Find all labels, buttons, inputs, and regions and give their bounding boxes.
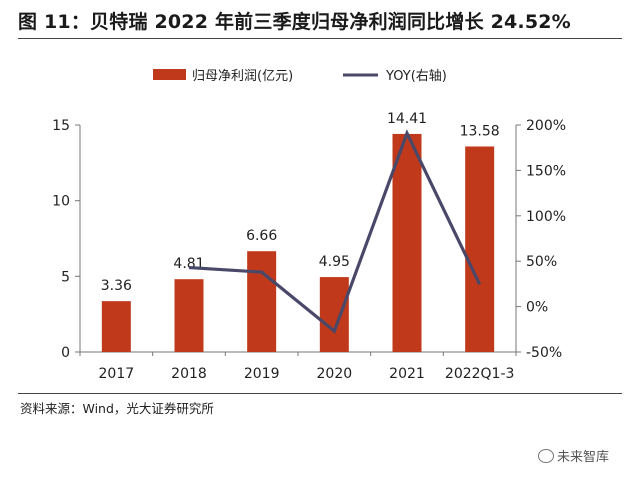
bar (392, 133, 422, 352)
legend-bar-label: 归母净利润(亿元) (192, 69, 293, 84)
bar (319, 277, 349, 352)
legend-bar-swatch (153, 69, 186, 80)
x-tick-label: 2020 (317, 366, 353, 382)
y-right-tick-labels: -50% 0% 50% 100% 150% 200% (526, 118, 566, 361)
y-right-tick-label: 50% (526, 254, 557, 270)
watermark: 未来智库 (538, 446, 609, 465)
x-tick-label: 2021 (389, 366, 425, 382)
bar-value-label: 3.36 (101, 278, 132, 294)
y-left-tick-label: 0 (61, 345, 70, 361)
source-note: 资料来源：Wind，光大证券研究所 (20, 401, 214, 416)
y-left-tick-label: 15 (52, 118, 70, 134)
title-divider (18, 38, 622, 39)
yoy-line-series (188, 129, 482, 334)
wechat-icon (538, 448, 554, 463)
y-left-tick-label: 10 (52, 194, 70, 210)
bar (174, 279, 204, 352)
y-right-tick-label: -50% (526, 345, 562, 361)
watermark-text: 未来智库 (557, 450, 610, 465)
x-tick-label: 2019 (244, 366, 280, 382)
y-right-tick-label: 100% (526, 209, 566, 225)
y-left-tick-label: 5 (61, 269, 70, 285)
bar-value-label: 4.95 (319, 254, 350, 270)
legend-line-label: YOY(右轴) (385, 69, 447, 84)
axes (75, 124, 521, 356)
legend: 归母净利润(亿元) YOY(右轴) (153, 69, 447, 84)
bar (465, 146, 495, 352)
bar-value-label: 13.58 (460, 123, 500, 139)
bar (247, 251, 277, 352)
chart-title: 图 11：贝特瑞 2022 年前三季度归母净利润同比增长 24.52% (18, 11, 571, 33)
combo-chart: 归母净利润(亿元) YOY(右轴) 3.364.816.664.9514.411… (52, 69, 566, 382)
x-tick-label: 2017 (99, 366, 135, 382)
y-right-tick-label: 150% (526, 163, 566, 179)
bar (101, 301, 131, 352)
y-left-tick-labels: 0 5 10 15 (52, 118, 70, 361)
x-tick-label: 2018 (171, 366, 207, 382)
y-right-tick-label: 200% (526, 118, 566, 134)
source-divider (18, 393, 622, 394)
y-right-tick-label: 0% (526, 300, 548, 316)
bar-value-label: 6.66 (246, 228, 277, 244)
x-tick-label: 2022Q1-3 (445, 366, 515, 382)
bars (101, 133, 495, 352)
x-tick-labels: 2017 2018 2019 2020 2021 2022Q1-3 (99, 366, 515, 382)
bar-value-label: 14.41 (387, 111, 427, 127)
